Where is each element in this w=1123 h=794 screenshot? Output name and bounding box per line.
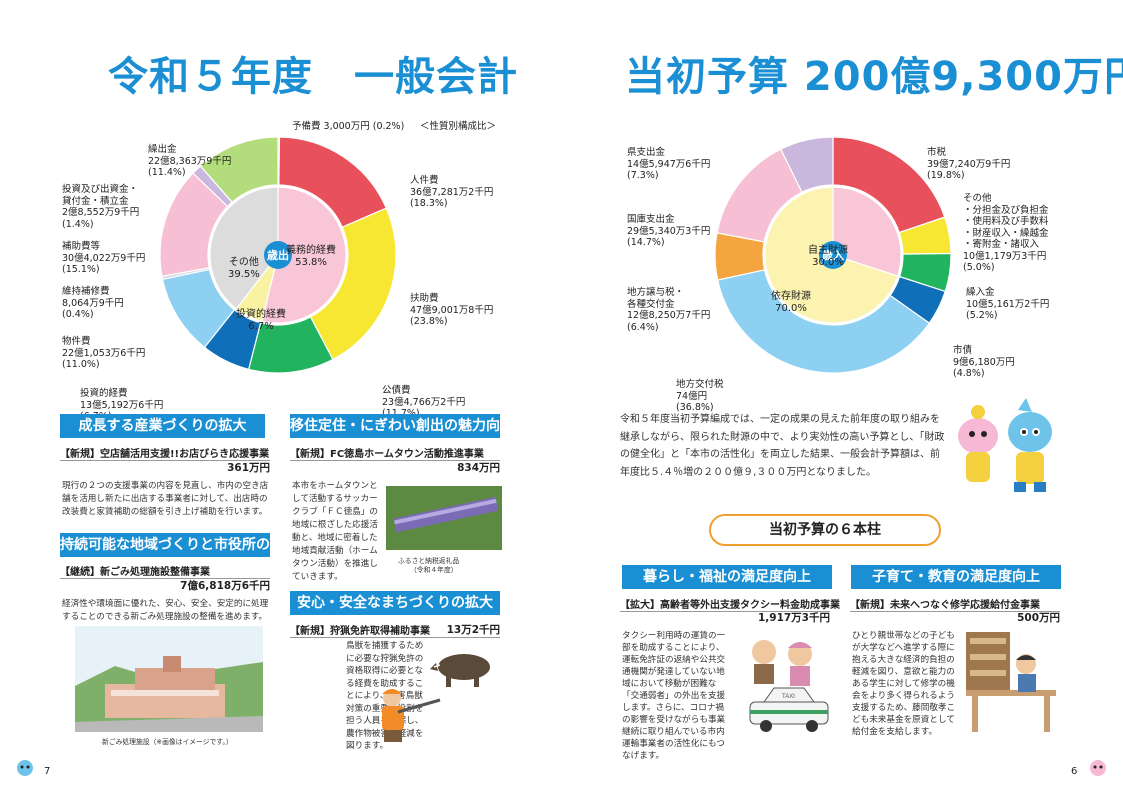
towel-image bbox=[386, 486, 502, 550]
section-head-migration: 移住定住・にぎわい創出の魅力向上 bbox=[290, 414, 514, 444]
boar-icon bbox=[430, 654, 490, 687]
taxi-sign: TAXI bbox=[782, 694, 795, 700]
item-industry: 【新規】空店舗活用支援!!お店びらき応援事業 bbox=[60, 445, 270, 461]
label-kofuzei: 地方交付税 74億円 (36.8%) bbox=[676, 379, 724, 413]
center-badge-1 bbox=[819, 241, 847, 269]
label-joyo: 地方譲与税・ 各種交付金 12億8,250万7千円 (6.4%) bbox=[627, 287, 711, 333]
section-head-welfare: 暮らし・福祉の満足度向上 bbox=[622, 565, 838, 595]
slice-1-4 bbox=[716, 269, 931, 374]
amount-safety: 13万2千円 bbox=[446, 624, 500, 636]
caption-towel-1: ふるさと納税返礼品 bbox=[398, 557, 460, 565]
body-welfare: タクシー利用時の運賃の一部を助成することにより、運転免許証の返納や公共交通機関が… bbox=[622, 631, 726, 761]
taxi-icon: TAXI bbox=[749, 640, 829, 732]
caption-towel-2: （令和４年度） bbox=[410, 566, 458, 574]
label-sonota-rev: その他 ・分担金及び負担金 ・使用料及び手数料 ・財産収入・繰越金 ・寄附金・諸収入 10… bbox=[963, 193, 1049, 273]
item-education: 【新規】未来へつなぐ修学応援給付金事業 bbox=[850, 596, 1060, 612]
label-kuriire: 繰入金 10億5,161万2千円 (5.2%) bbox=[966, 287, 1050, 321]
label-shusshi: 投資及び出資金・ 貸付金・積立金 2億8,552万9千円 (1.4%) bbox=[62, 184, 140, 230]
section-head-industry: 成長する産業づくりの拡大 bbox=[60, 414, 271, 444]
inner-toshi: 投資的経費 6.7% bbox=[236, 309, 286, 332]
section-head-community: 持続可能な地域づくりと市役所の変革 bbox=[60, 533, 298, 563]
slice-0-9 bbox=[199, 136, 279, 204]
body-industry: 現行の２つの支援事業の内容を見直し、市内の空き店舗を活用し新たに出店する事業者に… bbox=[62, 481, 269, 517]
center-label-1: 歳入 bbox=[822, 248, 844, 262]
label-bukken: 物件費 22億1,053万6千円 (11.0%) bbox=[62, 336, 146, 370]
inner-gimu: 義務的経費 53.8% bbox=[286, 245, 336, 268]
item-welfare: 【拡大】高齢者等外出支援タクシー料金助成事業 bbox=[620, 596, 840, 612]
inner-slice-0-0 bbox=[261, 186, 347, 324]
label-iji: 維持補修費 8,064万9千円 (0.4%) bbox=[62, 286, 124, 320]
label-yobi: 予備費 3,000万円 (0.2%) bbox=[292, 121, 405, 132]
center-badge-0 bbox=[264, 241, 292, 269]
chart-subtitle: ＜性質別構成比＞ bbox=[420, 121, 497, 132]
budget-charts: 歳出 歳入 bbox=[159, 136, 952, 374]
label-jinken: 人件費 36億7,281万2千円 (18.3%) bbox=[410, 175, 494, 209]
inner-slice-1-0 bbox=[832, 186, 902, 277]
page-number-right: 6 bbox=[1071, 766, 1078, 777]
label-kokko: 国庫支出金 29億5,340万3千円 (14.7%) bbox=[627, 214, 711, 248]
mascot-mini-icon-left bbox=[17, 760, 33, 776]
page-title-left: 令和５年度 一般会計 bbox=[108, 54, 518, 100]
page-number-left: 7 bbox=[44, 766, 51, 777]
facility-image bbox=[75, 626, 263, 732]
caption-facility: 新ごみ処理施設（※画像はイメージです。） bbox=[102, 738, 233, 746]
center-label-0: 歳出 bbox=[267, 248, 289, 262]
item-community: 【継続】新ごみ処理施設整備事業 bbox=[60, 563, 270, 579]
mascot-mini-icon-right bbox=[1090, 760, 1106, 776]
section-head-safety: 安心・安全なまちづくりの拡大 bbox=[290, 591, 506, 621]
mascot-icon bbox=[958, 398, 1052, 492]
hunter-icon bbox=[382, 689, 441, 742]
student-icon bbox=[966, 632, 1056, 732]
inner-sonota: その他 39.5% bbox=[228, 257, 260, 280]
label-kuride: 繰出金 22億8,363万9千円 (11.4%) bbox=[148, 144, 232, 178]
page-title-right: 当初予算 200億9,300万円 bbox=[625, 54, 1123, 100]
amount-industry: 361万円 bbox=[227, 462, 270, 474]
amount-migration: 834万円 bbox=[457, 462, 500, 474]
item-safety: 【新規】狩猟免許取得補助事業 bbox=[290, 622, 500, 638]
label-fujo: 扶助費 47億9,001万8千円 (23.8%) bbox=[410, 293, 494, 327]
item-migration: 【新規】FC徳島ホームタウン活動推進事業 bbox=[290, 445, 500, 461]
label-hojo: 補助費等 30億4,022万9千円 (15.1%) bbox=[62, 241, 146, 275]
budget-summary: 令和５年度当初予算編成では、一定の成果の見えた前年度の取り組みを継承しながら、限… bbox=[620, 414, 945, 478]
label-shizei: 市税 39億7,240万9千円 (19.8%) bbox=[927, 147, 1011, 181]
pillars-title: 当初予算の６本柱 bbox=[709, 514, 941, 546]
amount-community: 7億6,818万6千円 bbox=[180, 580, 270, 592]
inner-slice-0-2 bbox=[209, 186, 279, 310]
body-community: 経済性や環境面に優れた、安心、安全、安定的に処理することのできる新ごみ処理施設の… bbox=[62, 599, 269, 622]
body-education: ひとり親世帯などの子どもが大学などへ進学する際に抱える大きな経済的負担の軽減を図… bbox=[852, 631, 956, 737]
section-head-education: 子育て・教育の満足度向上 bbox=[851, 565, 1067, 595]
amount-education: 500万円 bbox=[1017, 612, 1060, 624]
inner-izon: 依存財源 70.0% bbox=[771, 291, 811, 314]
slice-1-7 bbox=[779, 136, 834, 194]
label-ken: 県支出金 14億5,947万6千円 (7.3%) bbox=[627, 147, 711, 181]
label-shisai: 市債 9億6,180万円 (4.8%) bbox=[953, 345, 1015, 379]
body-migration: 本市をホームタウンとして活動するサッカークラブ「ＦＣ徳島」の地域に根ざした応援活… bbox=[292, 481, 378, 582]
inner-jishu: 自主財源 30.0% bbox=[808, 245, 848, 268]
amount-welfare: 1,917万3千円 bbox=[757, 612, 830, 624]
